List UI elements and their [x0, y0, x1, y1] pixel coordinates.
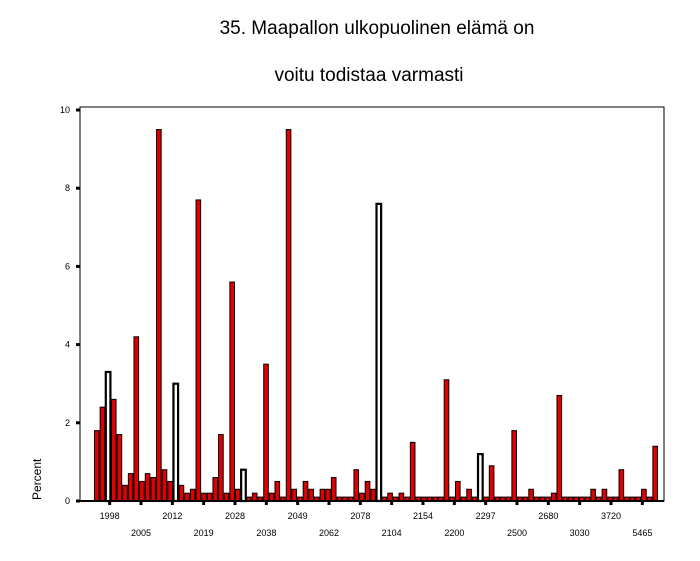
- bar: [223, 492, 230, 502]
- x-tick-label: 2038: [256, 528, 276, 538]
- x-tick-label: 2019: [194, 528, 214, 538]
- bar: [104, 370, 112, 503]
- bar: [235, 488, 241, 502]
- chart-title-line-2: voitu todistaa varmasti: [274, 65, 463, 86]
- y-axis-label: Percent: [30, 458, 44, 500]
- bar: [116, 434, 123, 502]
- bar: [285, 129, 292, 502]
- bar: [476, 452, 484, 503]
- x-tick-label: 2049: [288, 511, 308, 521]
- bar: [133, 336, 140, 502]
- bar: [359, 492, 365, 502]
- bar: [212, 477, 219, 502]
- bar: [122, 484, 128, 502]
- bar: [556, 394, 563, 502]
- y-tick-label: 2: [65, 418, 70, 428]
- bar: [263, 363, 269, 502]
- bar: [353, 469, 360, 502]
- bar: [99, 406, 106, 502]
- bar: [218, 434, 224, 502]
- bar: [229, 281, 235, 502]
- plot-frame: [79, 106, 665, 502]
- y-tick-label: 0: [65, 496, 70, 506]
- bar: [590, 488, 596, 502]
- bar: [150, 477, 157, 502]
- bar: [144, 473, 151, 502]
- bar: [201, 492, 207, 502]
- bar: [528, 488, 534, 502]
- bar: [488, 465, 495, 502]
- x-tick-label: 3720: [601, 511, 621, 521]
- bar: [550, 492, 557, 502]
- bar: [127, 473, 134, 502]
- bar: [167, 480, 173, 502]
- bar: [370, 488, 376, 502]
- bar: [652, 445, 658, 502]
- bar: [302, 480, 309, 502]
- bar: [291, 488, 298, 502]
- bar: [325, 488, 331, 502]
- bar: [398, 492, 405, 502]
- bar: [443, 379, 450, 502]
- bar: [319, 488, 326, 502]
- bar: [206, 492, 213, 502]
- bar: [172, 382, 180, 503]
- bar: [387, 492, 393, 502]
- bar: [618, 469, 625, 502]
- bar: [511, 430, 517, 502]
- y-tick-label: 4: [65, 340, 70, 350]
- x-tick-label: 5465: [632, 528, 652, 538]
- x-tick-label: 2078: [350, 511, 370, 521]
- bar: [274, 480, 281, 502]
- y-tick-label: 6: [65, 261, 70, 271]
- x-tick-label: 1998: [100, 511, 120, 521]
- bar: [195, 199, 202, 502]
- x-tick-label: 3030: [570, 528, 590, 538]
- y-tick-label: 8: [65, 183, 70, 193]
- bar: [178, 484, 185, 502]
- bar: [466, 488, 472, 502]
- bar: [409, 441, 416, 502]
- chart-title-line-1: 35. Maapallon ulkopuolinen elämä on: [220, 18, 535, 39]
- bar: [189, 488, 196, 502]
- x-tick-label: 2154: [413, 511, 433, 521]
- bar: [251, 492, 258, 502]
- bar: [94, 430, 100, 502]
- bar: [454, 480, 461, 502]
- x-tick-label: 2012: [162, 511, 182, 521]
- bar: [268, 492, 275, 502]
- bar: [110, 398, 117, 502]
- y-axis: 0 2 4 6 8 10: [60, 105, 80, 506]
- bar: [240, 468, 247, 503]
- x-tick-label: 2200: [444, 528, 464, 538]
- x-tick-label: 2104: [382, 528, 402, 538]
- x-axis: 1998 2005 2012 2019 2028 2038 2049 2062 2078 2104…: [80, 500, 664, 538]
- x-tick-label: 2005: [131, 528, 151, 538]
- x-tick-label: 2297: [476, 511, 496, 521]
- bar: [139, 480, 145, 502]
- bar: [156, 129, 162, 502]
- bar: [601, 488, 608, 502]
- bars: [94, 129, 658, 503]
- x-tick-label: 2500: [507, 528, 527, 538]
- x-tick-label: 2680: [538, 511, 558, 521]
- bar: [375, 202, 383, 503]
- bar: [364, 480, 371, 502]
- bar: [184, 492, 190, 502]
- x-tick-label: 2028: [225, 511, 245, 521]
- bar: [161, 469, 168, 502]
- y-tick-label: 10: [60, 105, 70, 115]
- x-tick-label: 2062: [319, 528, 339, 538]
- bar: [308, 488, 314, 502]
- bar: [330, 477, 337, 502]
- bar: [641, 488, 647, 502]
